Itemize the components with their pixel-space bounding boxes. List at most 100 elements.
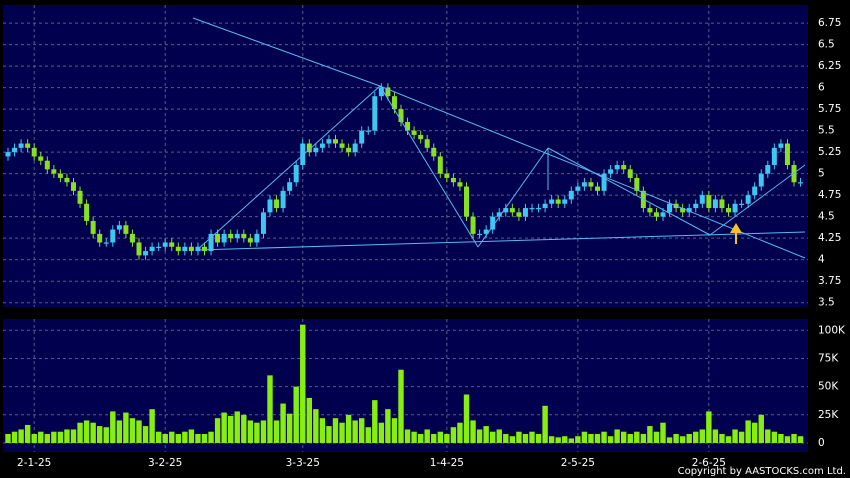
candle-body [464,186,469,217]
candle-body [143,251,149,256]
volume-bar [293,386,299,443]
volume-bar [719,433,725,443]
volume-bar [660,422,666,443]
y-tick-label: 0 [818,437,825,449]
volume-bar [516,431,522,443]
candle-body [601,173,607,191]
y-tick-label: 5.5 [818,125,835,137]
candle-body [274,199,280,209]
volume-bar [31,433,37,443]
volume-bar [752,422,758,443]
x-tick-label: 2-6-25 [692,457,726,469]
candle-body [542,203,548,209]
volume-bar [614,429,620,443]
candle-body [784,143,790,166]
candle-body [614,165,620,170]
candle-body [300,143,306,166]
volume-bar [201,433,208,443]
y-tick-label: 4.5 [818,211,835,223]
volume-bar [542,405,548,443]
y-tick-label: 5.75 [818,103,841,115]
x-tick-label: 3-3-25 [286,457,320,469]
candle-body [575,186,581,191]
volume-bar [548,436,555,443]
candle-body [162,242,168,247]
volume-bar [535,433,542,443]
volume-bar [365,427,371,443]
volume-bar [110,411,116,443]
volume-bar [568,438,574,443]
volume-bar [666,437,673,443]
volume-bar [241,414,247,443]
volume-bar [64,429,70,443]
signal-arrow [730,223,742,244]
volume-bar [712,429,719,443]
y-tick-label: 6.25 [818,60,841,72]
candle-body [188,246,194,252]
y-tick-label: 75K [818,352,839,364]
candle-body [398,109,404,123]
volume-bar [5,433,11,443]
trend-line [192,17,381,87]
volume-bar [90,422,96,443]
volume-bar [797,436,804,443]
candle-body [771,147,777,166]
volume-bar [116,420,123,443]
candle-body [496,212,502,217]
y-tick-label: 6 [818,82,825,94]
volume-bar [44,433,50,443]
candle-body [12,147,18,153]
volume-bar [444,433,450,443]
volume-bar [136,420,142,443]
volume-bar [24,424,31,443]
candle-body [732,203,738,213]
y-tick-label: 4 [818,254,825,266]
volume-bar [679,436,686,443]
grid [3,5,808,452]
volume-bar [208,431,214,443]
candle-body [634,177,640,191]
volume-bar [437,431,443,443]
candle-body [798,182,804,184]
candle-body [667,203,673,213]
volume-bar [372,400,378,443]
volume-bar [260,420,267,443]
volume-bar [162,433,168,443]
candle-body [333,139,338,144]
volume-bar [300,324,306,443]
candle-body [64,177,70,183]
candle-body [457,182,463,187]
candle-body [352,143,358,153]
volume-bar [470,420,476,443]
candle-body [129,233,135,243]
volume-bar [404,429,411,443]
volume-bar [319,418,326,443]
x-tick-label: 2-1-25 [17,457,51,469]
volume-bar [424,429,430,443]
candle-body [431,147,437,157]
x-tick-label: 1-4-25 [430,457,464,469]
candle-body [444,173,450,178]
candle-body [110,229,116,243]
y-tick-label: 5.25 [818,146,841,158]
volume-bar [391,418,398,443]
candle-body [712,199,718,209]
candle-body [359,130,365,144]
candle-body [549,199,555,204]
candle-body [522,208,528,217]
volume-bar [273,420,280,443]
candle-body [293,165,299,183]
copyright: Copyright by AASTOCKS.com Ltd. [678,466,846,477]
candle-body [503,208,509,213]
candle-body [758,173,764,187]
trend-line [379,85,479,248]
volume-bar [634,431,640,443]
candle-body [450,177,456,183]
volume-bar [673,433,679,443]
volume-bar [784,436,791,443]
trend-line [547,147,711,236]
volume-bar [149,409,155,443]
candle-body [588,182,594,187]
volume-bar [490,431,496,443]
